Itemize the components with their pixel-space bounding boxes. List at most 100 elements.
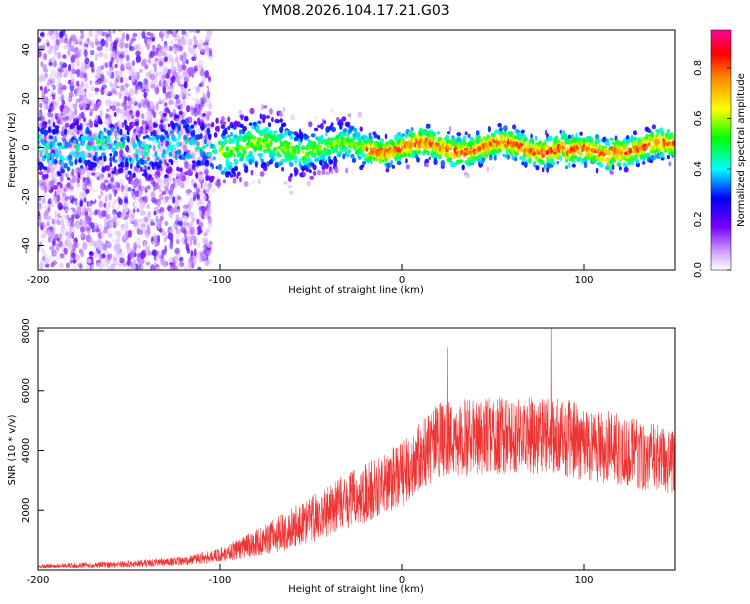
spectrogram-cell bbox=[59, 31, 64, 39]
spectrogram-cell bbox=[68, 154, 72, 161]
spectrogram-cell bbox=[125, 145, 130, 152]
spectrogram-cell bbox=[85, 126, 90, 134]
spectrogram-cell bbox=[114, 63, 118, 69]
spectrogram-cell bbox=[140, 166, 143, 172]
spectrogram-cell bbox=[65, 262, 70, 269]
spectrogram-cell bbox=[52, 226, 56, 232]
spectrogram-cell bbox=[275, 163, 279, 168]
spectrogram-cell bbox=[171, 62, 175, 71]
spectrogram-cell bbox=[115, 244, 121, 252]
spectrogram-cell bbox=[133, 259, 137, 265]
spectrogram-cell bbox=[185, 203, 192, 212]
spectrogram-cell bbox=[176, 263, 182, 270]
spectrogram-cell bbox=[114, 78, 119, 85]
spectrogram-cell bbox=[162, 98, 166, 106]
spectrogram-cell bbox=[38, 149, 44, 153]
spectrogram-cell bbox=[102, 229, 108, 234]
spectrogram-cell bbox=[273, 130, 278, 134]
spectrogram-cell bbox=[197, 266, 202, 270]
spectrogram-cell bbox=[130, 74, 136, 83]
spectrogram-cell bbox=[167, 109, 171, 114]
spectrogram-cell bbox=[314, 116, 318, 120]
spectrogram-cell bbox=[49, 245, 55, 251]
spectrogram-cell bbox=[117, 246, 121, 252]
spectrogram-cell bbox=[135, 110, 140, 117]
spectrogram-cell bbox=[158, 188, 162, 193]
spectrogram-cell bbox=[85, 210, 89, 216]
spectrogram-cell bbox=[651, 124, 657, 130]
spectrogram-cell bbox=[135, 55, 142, 63]
spectrogram-cell bbox=[164, 149, 168, 154]
spectrogram-cell bbox=[190, 107, 195, 116]
spectrogram-cell bbox=[80, 31, 85, 40]
spectrogram-cell bbox=[48, 255, 54, 262]
spectrogram-cell bbox=[116, 87, 121, 93]
snr-y-tick-label: 8000 bbox=[21, 318, 32, 343]
spectrogram-cell bbox=[69, 161, 74, 167]
spectrogram-cell bbox=[100, 182, 106, 191]
spectrogram-cell bbox=[80, 42, 85, 47]
spectrogram-cell bbox=[233, 158, 239, 166]
spectrogram-cell bbox=[113, 112, 117, 117]
spectrogram-cell bbox=[54, 127, 59, 134]
spectrogram-cell bbox=[128, 229, 132, 238]
spectrogram-cell bbox=[335, 159, 338, 163]
spectrogram-cell bbox=[120, 57, 124, 65]
spectrogram-cell bbox=[207, 151, 213, 157]
spectrogram-cell bbox=[49, 45, 54, 50]
spectrogram-cell bbox=[585, 142, 589, 148]
spectrogram-cell bbox=[111, 88, 116, 94]
spectrogram-cell bbox=[125, 184, 128, 193]
spectrogram-cell bbox=[160, 68, 166, 74]
spectrogram-cell bbox=[67, 79, 72, 85]
spectrogram-cell bbox=[126, 62, 132, 69]
spectrogram-cell bbox=[82, 216, 86, 222]
spectrogram-cell bbox=[99, 30, 102, 31]
spectrogram-cell bbox=[150, 131, 153, 136]
spectrogram-cell bbox=[76, 178, 81, 184]
spectrogram-cell bbox=[138, 144, 142, 148]
spectrogram-cell bbox=[325, 171, 330, 176]
spectrogram-cell bbox=[85, 122, 91, 127]
spectrogram-cell bbox=[157, 209, 162, 214]
spectrogram-cell bbox=[530, 133, 533, 139]
spectrogram-cell bbox=[68, 195, 74, 204]
spectrogram-cell bbox=[166, 162, 169, 167]
spectrogram-cell bbox=[157, 201, 161, 208]
snr-x-tick-label: -200 bbox=[27, 575, 50, 586]
spectrogram-cell bbox=[94, 209, 98, 216]
spectrogram-cell bbox=[120, 224, 124, 232]
spectrogram-cell bbox=[229, 152, 234, 156]
spectrogram-cell bbox=[520, 129, 525, 134]
spectrogram-cell bbox=[196, 193, 200, 201]
spectrogram-cell bbox=[54, 210, 58, 219]
spectrogram-cell bbox=[66, 166, 71, 172]
spectrogram-cell bbox=[163, 186, 169, 192]
spectrogram-cell bbox=[189, 154, 193, 159]
spectrogram-cell bbox=[109, 161, 113, 168]
spectrogram-cell bbox=[111, 105, 117, 112]
spectrogram-cell bbox=[187, 50, 191, 55]
spectrogram-cell bbox=[158, 22, 163, 29]
spectrogram-cell bbox=[272, 156, 276, 162]
spectrogram-cell bbox=[199, 148, 203, 155]
spectrogram-cell bbox=[38, 171, 44, 176]
spectrogram-cell bbox=[153, 182, 159, 187]
spectrogram-cell bbox=[171, 31, 178, 38]
spectrogram-cell bbox=[52, 252, 57, 257]
spectrogram-cell bbox=[170, 91, 176, 99]
spectrogram-cell bbox=[141, 81, 148, 90]
spectrogram-cell bbox=[164, 221, 169, 226]
spectrogram-cell bbox=[129, 215, 134, 223]
spectrogram-cell bbox=[93, 187, 99, 191]
spectrogram-cell bbox=[45, 39, 50, 46]
spectrogram-cell bbox=[165, 73, 170, 79]
spectrogram-cell bbox=[43, 169, 48, 175]
spectrogram-cell bbox=[609, 170, 614, 175]
spectrogram-cell bbox=[47, 119, 51, 125]
spectrogram-cell bbox=[75, 95, 80, 99]
spectrogram-cell bbox=[65, 236, 70, 241]
spectrogram-cell bbox=[300, 145, 306, 151]
spectrogram-cell bbox=[63, 254, 67, 261]
